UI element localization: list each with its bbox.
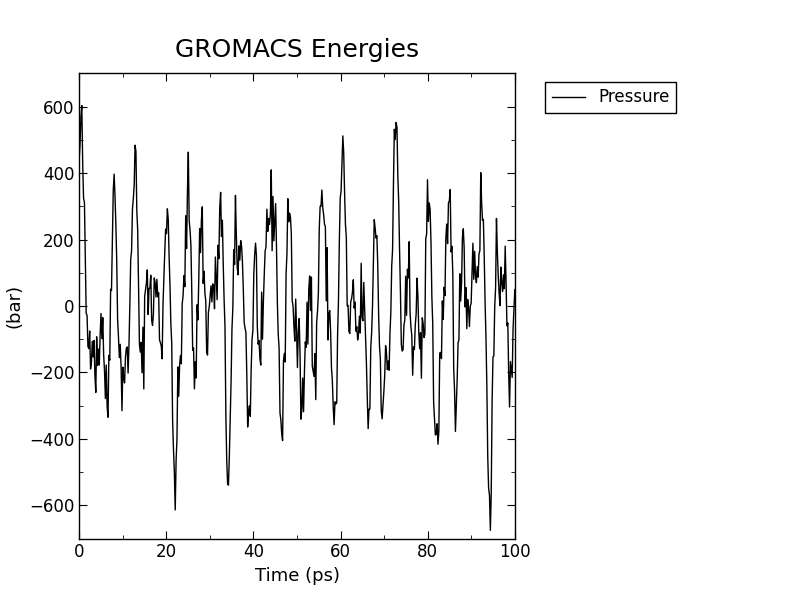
Pressure [432,420,442,427]
Pressure [485,527,495,534]
Y-axis label: (bar): (bar) [6,284,23,328]
Pressure [285,209,295,217]
Line: Pressure: Pressure [79,106,515,531]
Pressure [334,237,344,245]
Pressure [311,396,321,403]
Pressure [501,279,511,286]
Pressure [74,155,84,163]
Title: GROMACS Energies: GROMACS Energies [175,38,419,62]
Pressure [77,102,86,110]
X-axis label: Time (ps): Time (ps) [254,567,340,585]
Pressure [282,250,291,257]
Pressure [510,286,520,293]
Legend: Pressure: Pressure [545,82,676,113]
